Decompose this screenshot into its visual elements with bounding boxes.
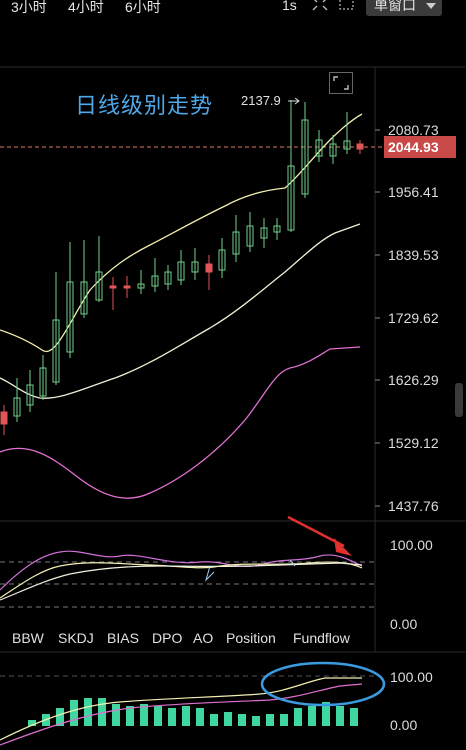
top-toolbar: 3小时 4小时 6小时 1s 单窗口 xyxy=(0,0,466,18)
candle xyxy=(191,248,199,280)
price-axis-label: 1729.62 xyxy=(388,310,439,326)
indicator-tabs: BBW SKDJ BIAS DPO AO Position Fundflow xyxy=(0,630,466,650)
price-axis-label: 1437.76 xyxy=(388,498,439,514)
candle xyxy=(95,236,103,302)
candle xyxy=(80,240,88,318)
price-axis-label: 2080.73 xyxy=(388,122,439,138)
high-price-annotation: 2137.9 xyxy=(241,93,281,108)
ind1-blue-line xyxy=(204,559,296,582)
candle xyxy=(39,355,47,400)
tab-skdj[interactable]: SKDJ xyxy=(58,630,94,646)
red-arrow-head-icon xyxy=(334,538,352,556)
candle xyxy=(246,212,254,252)
candle xyxy=(13,378,21,422)
fundflow-bars xyxy=(28,698,358,726)
candle xyxy=(137,270,145,294)
indicator2-level-top: 100.00 xyxy=(390,669,433,685)
candle xyxy=(123,276,131,298)
candle xyxy=(273,218,281,240)
candlesticks xyxy=(0,100,364,435)
ind2-yellow-line xyxy=(0,677,362,741)
blue-circle-annotation xyxy=(260,661,386,707)
candle xyxy=(315,130,323,162)
candle xyxy=(287,100,295,232)
candle xyxy=(151,258,159,292)
tab-bias[interactable]: BIAS xyxy=(107,630,139,646)
candle xyxy=(52,272,60,385)
tab-dpo[interactable]: DPO xyxy=(152,630,183,646)
scrollbar-handle[interactable] xyxy=(455,383,463,417)
tab-position[interactable]: Position xyxy=(226,630,276,646)
chart-title: 日线级别走势 xyxy=(75,93,214,118)
indicator2-panel xyxy=(0,661,386,746)
timeframe-6h[interactable]: 6小时 xyxy=(125,0,161,15)
indicator2-level-bottom: 0.00 xyxy=(390,717,418,733)
candle xyxy=(0,405,8,435)
candle xyxy=(356,140,364,154)
candle xyxy=(177,250,185,285)
candle xyxy=(164,265,172,290)
timeframe-3h[interactable]: 3小时 xyxy=(11,0,47,15)
tab-fundflow[interactable]: Fundflow xyxy=(293,630,350,646)
candle xyxy=(329,135,337,164)
price-axis-label: 1529.12 xyxy=(388,435,439,451)
indicator1-panel xyxy=(0,515,375,608)
window-mode-label: 单窗口 xyxy=(374,0,416,13)
chevron-down-icon xyxy=(426,3,436,9)
candle xyxy=(218,238,226,278)
expand-icon xyxy=(333,76,349,90)
tab-bbw[interactable]: BBW xyxy=(12,630,44,646)
price-axis-label: 1626.29 xyxy=(388,372,439,388)
timeframe-4h[interactable]: 4小时 xyxy=(68,0,104,15)
ma-long-line xyxy=(0,223,361,399)
candle xyxy=(109,277,117,310)
ind1-pink-line xyxy=(0,550,363,591)
ind1-white-line xyxy=(0,562,363,601)
price-axis-label: 1956.41 xyxy=(388,184,439,200)
indicator1-level-top: 100.00 xyxy=(390,537,433,553)
candle xyxy=(66,242,74,358)
candle xyxy=(26,370,34,412)
expand-chart-button[interactable] xyxy=(329,72,353,94)
price-axis-label: 1839.53 xyxy=(388,247,439,263)
ind1-yellow-line xyxy=(0,561,363,599)
window-mode-button[interactable]: 单窗口 xyxy=(366,0,442,16)
candle xyxy=(232,215,240,262)
candle xyxy=(260,218,268,248)
tab-ao[interactable]: AO xyxy=(193,630,214,646)
candle xyxy=(343,112,351,154)
candle xyxy=(205,255,213,290)
arrow-head-icon xyxy=(294,97,300,105)
candle xyxy=(301,102,309,198)
current-price-badge: 2044.93 xyxy=(384,136,456,158)
price-axis-ticks xyxy=(375,129,380,507)
interval-toggle[interactable]: 1s xyxy=(282,0,297,13)
indicator1-level-bottom: 0.00 xyxy=(390,616,418,632)
ma-pink-line xyxy=(0,346,361,499)
ind2-pink-line xyxy=(0,683,363,746)
